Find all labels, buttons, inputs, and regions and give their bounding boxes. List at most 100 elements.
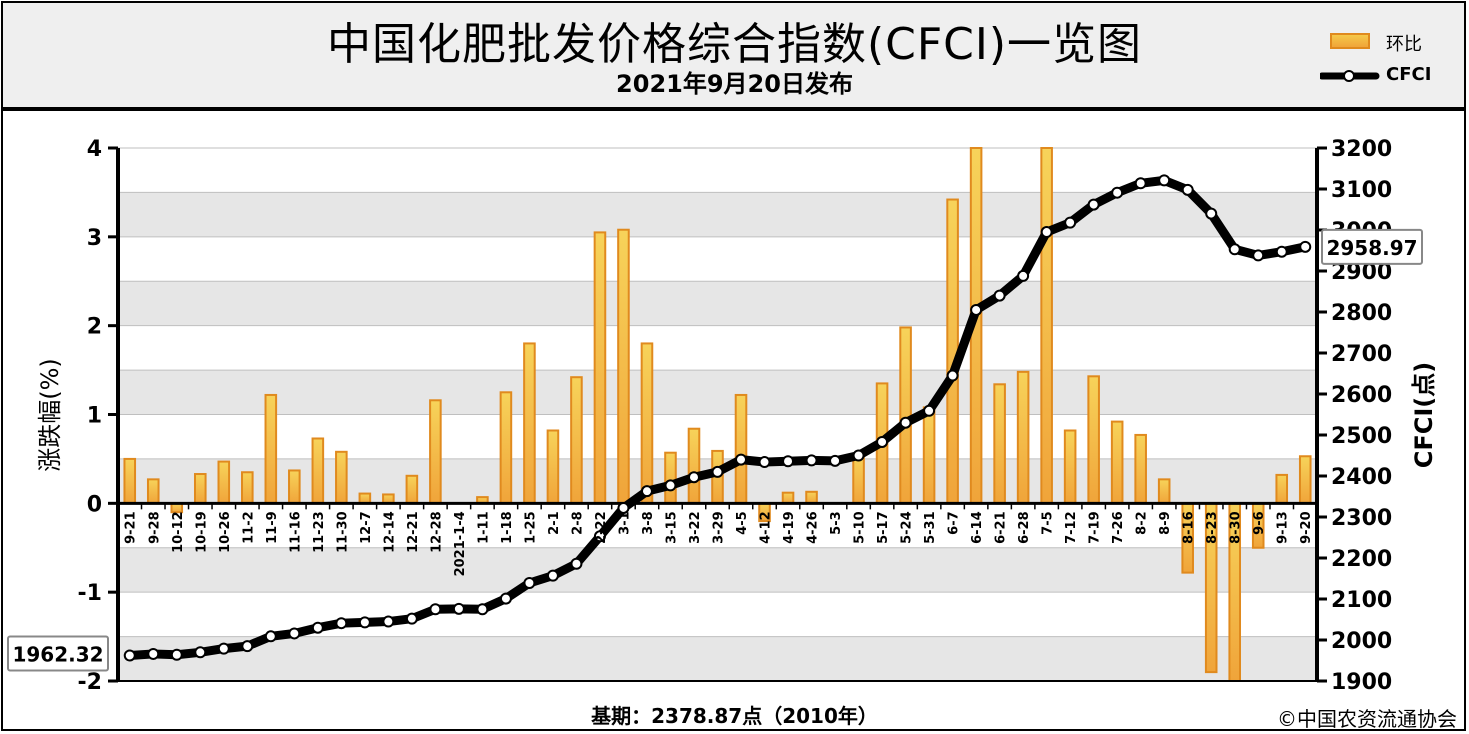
bar [429, 399, 442, 505]
cfci-point [405, 612, 418, 625]
cfci-point [1205, 207, 1218, 220]
cfci-point [640, 485, 653, 498]
cfci-point [664, 479, 677, 492]
y-tick-label: 0 [87, 492, 102, 517]
y2-tick-label: 2200 [1331, 547, 1392, 572]
bar [946, 198, 959, 505]
x-tick-label: 12-7 [359, 511, 374, 544]
bar [1040, 147, 1053, 505]
y-axis-title: 涨跌幅(%) [36, 358, 64, 472]
first-value-callout: 1962.32 [7, 635, 109, 672]
plot-band [118, 547, 1317, 593]
x-tick-label: 4-19 [782, 511, 797, 544]
cfci-point [993, 289, 1006, 302]
x-tick-label: 4-12 [759, 511, 774, 544]
plot-band [118, 192, 1317, 237]
x-tick-label: 11-2 [241, 511, 256, 544]
y2-axis-title: CFCI(点) [1410, 362, 1438, 469]
cfci-point [1087, 198, 1100, 211]
x-tick-label: 11-9 [265, 511, 280, 544]
cfci-point [1040, 226, 1053, 239]
x-tick-label: 3-22 [688, 511, 703, 544]
cfci-point [735, 453, 748, 466]
cfci-point [1252, 249, 1265, 262]
y2-tick-label: 2000 [1331, 629, 1392, 654]
bar [1110, 420, 1124, 505]
bar [1063, 429, 1077, 505]
last-value-callout: 2958.97 [1321, 228, 1423, 265]
cfci-point [476, 603, 489, 616]
bar [264, 393, 278, 505]
cfci-point [335, 617, 348, 630]
plot-band [118, 281, 1317, 326]
callout-box [1321, 228, 1423, 265]
cfci-point [593, 530, 606, 543]
bar [1016, 370, 1030, 505]
cfci-point [1134, 177, 1147, 190]
bar [805, 490, 818, 505]
y-tick-label: 2 [87, 315, 102, 340]
x-tick-label: 10-12 [171, 511, 186, 553]
cfci-point [1228, 243, 1241, 256]
cfci-line-series [123, 174, 1312, 662]
cfci-point [546, 569, 559, 582]
x-tick-label: 1-25 [523, 511, 538, 544]
cfci-point [899, 416, 912, 429]
cfci-point [311, 621, 324, 634]
x-tick-label: 12-21 [406, 511, 421, 553]
x-tick-label: 5-3 [829, 511, 844, 535]
plot-band [118, 370, 1317, 415]
bar [664, 451, 677, 505]
bar [617, 228, 630, 505]
x-tick-label: 5-31 [923, 511, 938, 544]
x-tick-label: 8-9 [1158, 511, 1173, 535]
source-credit: ©中国农资流通协会 [1277, 707, 1457, 731]
y-tick-label: 3 [87, 226, 102, 251]
bar [640, 342, 654, 505]
bar [1298, 455, 1312, 505]
x-tick-label: 4-26 [806, 511, 821, 544]
cfci-point [429, 603, 442, 616]
legend-item-line: CFCI [1320, 64, 1460, 88]
bar [1134, 433, 1147, 505]
legend-line-label: CFCI [1386, 64, 1432, 85]
callout-text: 1962.32 [12, 642, 103, 666]
cfci-point [923, 404, 936, 417]
cfci-point [170, 648, 183, 661]
chart-subtitle: 2021年9月20日发布 [616, 70, 853, 98]
bar [523, 342, 536, 505]
y2-tick-label: 3200 [1331, 137, 1392, 162]
cfci-point [523, 577, 536, 590]
x-tick-label: 10-19 [194, 511, 209, 553]
x-tick-label: 7-26 [1111, 511, 1126, 544]
x-tick-label: 7-19 [1088, 511, 1103, 544]
cfci-point [946, 369, 959, 382]
x-tick-label: 5-24 [900, 511, 915, 544]
x-tick-label: 12-28 [429, 511, 444, 553]
bar [546, 429, 560, 505]
bar [1157, 478, 1171, 505]
x-tick-label: 3-1 [617, 511, 632, 535]
cfci-point [123, 649, 136, 662]
cfci-point [147, 647, 160, 660]
bar [593, 231, 607, 505]
x-tick-label: 11-30 [335, 511, 350, 553]
y-tick-label: -1 [78, 581, 102, 606]
annotations: 1962.32 2958.97 [7, 228, 1423, 672]
bar [311, 437, 325, 505]
x-tick-label: 2-22 [594, 511, 609, 544]
bar [146, 478, 160, 505]
bar [193, 473, 207, 505]
cfci-point [852, 449, 865, 462]
y2-tick-label: 2400 [1331, 465, 1392, 490]
x-tick-label: 7-12 [1064, 511, 1079, 544]
x-tick-label: 9-20 [1299, 511, 1314, 544]
x-tick-label: 8-30 [1229, 511, 1244, 544]
y2-tick-label: 2800 [1331, 301, 1392, 326]
y-tick-label: 4 [87, 137, 102, 162]
bar [922, 406, 936, 505]
x-tick-label: 5-10 [853, 511, 868, 544]
cfci-point [264, 630, 277, 643]
x-tick-label: 6-14 [970, 511, 985, 544]
plot-band [118, 636, 1317, 681]
